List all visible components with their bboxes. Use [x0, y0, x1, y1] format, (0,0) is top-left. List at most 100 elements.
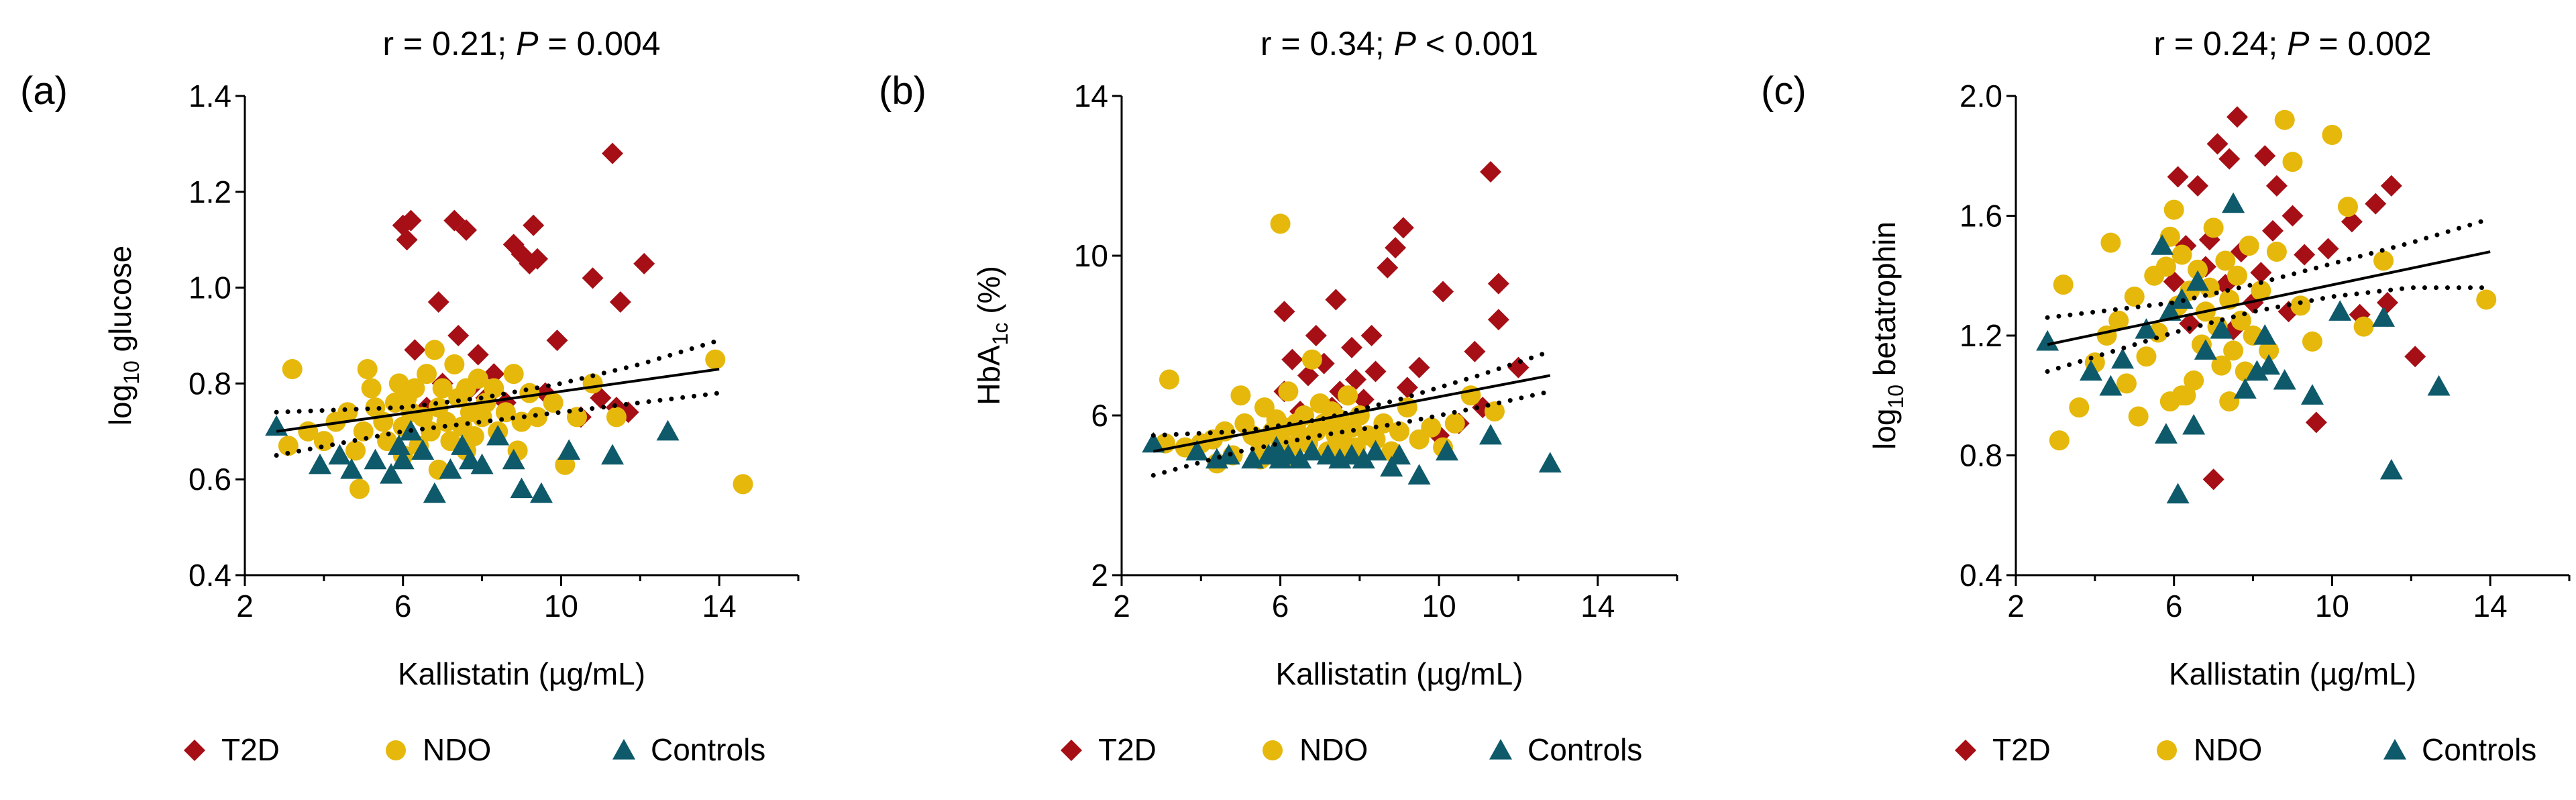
title-p-symbol: P	[516, 25, 539, 62]
y-label-subscript: 10	[119, 360, 144, 385]
controls-point	[340, 458, 364, 479]
y-tick-label: 0.4	[1960, 558, 2002, 593]
y-tick-label: 1.6	[1960, 199, 2002, 234]
t2d-point	[1464, 340, 1486, 362]
y-tick-label: 14	[1074, 79, 1108, 113]
controls-point	[2186, 270, 2210, 291]
t2d-point	[2376, 291, 2398, 313]
ndo-point	[2251, 281, 2271, 301]
ndo-point	[2266, 242, 2287, 262]
ndo-point	[1270, 213, 1291, 234]
controls-point	[2158, 300, 2182, 321]
t2d-point	[2404, 346, 2426, 368]
ndo-point	[1159, 369, 1179, 390]
ndo-point	[2231, 310, 2251, 331]
regression-line	[2047, 250, 2491, 346]
t2d-point	[184, 740, 205, 761]
controls-point	[458, 448, 482, 470]
t2d-point	[546, 330, 568, 352]
legend-label-controls: Controls	[1527, 732, 1642, 767]
ndo-point	[468, 368, 488, 389]
t2d-point	[2365, 193, 2387, 215]
chart-title: r = 0.34; P < 0.001	[1260, 25, 1538, 62]
controls-point	[612, 739, 635, 760]
controls-point	[2151, 234, 2174, 255]
controls-point	[451, 434, 474, 455]
x-tick-label: 6	[1272, 589, 1289, 623]
ndo-point	[444, 354, 465, 374]
controls-point	[2210, 318, 2233, 339]
ndo-point	[2274, 109, 2295, 130]
y-label-suffix: glucose	[103, 246, 138, 360]
y-tick-label: 10	[1074, 238, 1108, 273]
ndo-point	[377, 431, 398, 452]
ndo-point	[2476, 289, 2497, 310]
t2d-point	[2265, 174, 2288, 197]
t2d-point	[1364, 360, 1387, 383]
ndo-point	[2290, 295, 2311, 316]
t2d-point	[447, 325, 470, 346]
legend-label-t2d: T2D	[221, 732, 280, 767]
t2d-point	[2202, 468, 2224, 491]
controls-point	[1300, 440, 1324, 461]
ndo-point	[1365, 429, 1386, 450]
t2d-point	[2317, 238, 2339, 260]
y-tick-label: 1.2	[1960, 318, 2002, 353]
y-label-subscript: 10	[1884, 385, 1908, 409]
controls-point	[364, 448, 387, 470]
ndo-point	[337, 402, 358, 423]
ndo-point	[2157, 740, 2177, 760]
controls-point	[2427, 374, 2451, 396]
controls-point	[2379, 458, 2403, 480]
controls-point	[1435, 440, 1458, 461]
ndo-point	[2184, 370, 2204, 391]
controls-point	[265, 415, 288, 436]
t2d-point	[633, 252, 655, 274]
controls-point	[1407, 464, 1431, 485]
ndo-point	[567, 407, 587, 428]
x-tick-label: 6	[2165, 589, 2183, 623]
t2d-point	[2262, 219, 2284, 242]
controls-point	[308, 453, 331, 474]
ndo-point	[511, 411, 532, 432]
ndo-point	[386, 740, 406, 760]
t2d-point	[1408, 356, 1430, 379]
controls-point	[2273, 368, 2296, 390]
y-tick-label: 0.4	[189, 558, 231, 593]
y-tick-label: 0.6	[189, 462, 231, 497]
ndo-point	[2108, 310, 2129, 331]
controls-point	[380, 463, 403, 484]
title-p-symbol: P	[1394, 25, 1417, 62]
t2d-point	[1325, 289, 1347, 311]
controls-point	[2154, 423, 2178, 444]
controls-point	[2253, 324, 2277, 345]
t2d-point	[1341, 336, 1363, 358]
controls-point	[2372, 306, 2396, 327]
ndo-point	[2215, 250, 2236, 271]
ndo-point	[2219, 391, 2240, 412]
ndo-point	[503, 364, 524, 385]
ndo-point	[282, 358, 303, 379]
ndo-point	[2282, 152, 2303, 172]
t2d-point	[1281, 348, 1303, 370]
t2d-point	[427, 291, 449, 313]
ndo-point	[2188, 259, 2208, 280]
t2d-point	[1507, 356, 1529, 379]
controls-point	[423, 482, 446, 503]
ndo-point	[2373, 250, 2394, 271]
controls-point	[1352, 448, 1375, 469]
ndo-point	[1421, 417, 1442, 438]
controls-series	[2036, 192, 2451, 504]
ndo-point	[2049, 430, 2070, 451]
t2d-point	[2179, 313, 2201, 335]
t2d-point	[455, 219, 477, 241]
y-axis-label: log10 glucose	[103, 246, 144, 426]
ndo-point	[1338, 385, 1358, 406]
x-axis-label: Kallistatin (µg/mL)	[1275, 656, 1523, 691]
t2d-point	[2380, 174, 2402, 197]
panel-label: (a)	[20, 69, 68, 113]
ndo-point	[2053, 274, 2074, 295]
ndo-point	[2124, 286, 2145, 307]
controls-point	[2182, 413, 2206, 435]
y-tick-label: 1.2	[189, 174, 231, 209]
